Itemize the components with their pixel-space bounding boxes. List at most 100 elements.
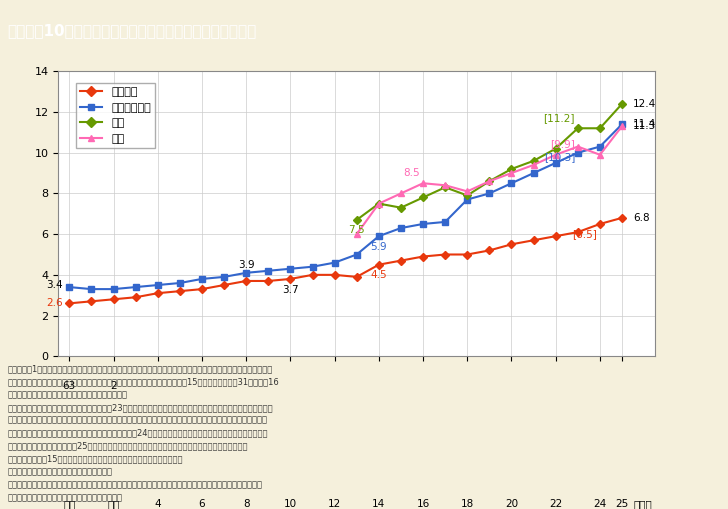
Text: 12.4: 12.4 — [633, 99, 657, 109]
政令指定都市 — [242, 270, 250, 276]
町村 — [352, 231, 361, 237]
町村 — [485, 178, 494, 184]
都道府県 — [197, 286, 206, 292]
政令指定都市 — [109, 286, 118, 292]
都道府県 — [65, 300, 74, 306]
町村 — [374, 201, 383, 207]
政令指定都市 — [419, 221, 427, 227]
町村 — [551, 152, 560, 158]
Text: ２．東日本大震災の影響により，平成23年の数値には，岩手県の一部（花巻市，陸前高田市，釜石市，大槌: ２．東日本大震災の影響により，平成23年の数値には，岩手県の一部（花巻市，陸前高… — [7, 403, 273, 412]
政令指定都市 — [87, 286, 96, 292]
政令指定都市 — [529, 170, 538, 176]
Text: 10: 10 — [284, 499, 297, 509]
Text: 8.5: 8.5 — [403, 167, 420, 178]
政令指定都市 — [331, 260, 339, 266]
町村 — [529, 162, 538, 168]
Text: 2: 2 — [110, 381, 116, 391]
都道府県 — [131, 294, 140, 300]
Text: 7.5: 7.5 — [349, 225, 365, 236]
政令指定都市 — [197, 276, 206, 282]
市区 — [596, 125, 604, 131]
政令指定都市 — [551, 160, 560, 166]
Text: 6.8: 6.8 — [633, 213, 650, 223]
政令指定都市 — [220, 274, 229, 280]
市区 — [352, 217, 361, 223]
都道府県 — [463, 251, 472, 258]
Line: 町村: 町村 — [354, 124, 625, 237]
町村 — [574, 144, 582, 150]
Text: （備考）　1．平成５年までは厚生労働省資料（各年６月１日現在）．６年からは内閣府「地方公共団体における男女: （備考） 1．平成５年までは厚生労働省資料（各年６月１日現在）．６年からは内閣府… — [7, 364, 272, 373]
市区 — [574, 125, 582, 131]
都道府県 — [331, 272, 339, 278]
市区 — [529, 158, 538, 164]
都道府県 — [87, 298, 96, 304]
都道府県 — [485, 247, 494, 253]
市区 — [397, 205, 405, 211]
Text: １－１－10図　地方公務員管理職に占める女性割合の推移: １－１－10図 地方公務員管理職に占める女性割合の推移 — [7, 23, 256, 38]
政令指定都市 — [352, 251, 361, 258]
政令指定都市 — [308, 264, 317, 270]
町村 — [507, 170, 516, 176]
Text: 5.9: 5.9 — [371, 242, 387, 252]
都道府県 — [507, 241, 516, 247]
Text: 3.7: 3.7 — [282, 285, 298, 295]
Text: 4.5: 4.5 — [371, 270, 387, 280]
Text: 村，飯舘村）が，25年の数値には，福島県の一部（浪江町）が，それぞれ含まれていない。: 村，飯舘村）が，25年の数値には，福島県の一部（浪江町）が，それぞれ含まれていな… — [7, 442, 248, 451]
政令指定都市 — [440, 219, 449, 225]
Legend: 都道府県, 政令指定都市, 市区, 町村: 都道府県, 政令指定都市, 市区, 町村 — [76, 82, 156, 148]
Text: ４．市区には，政令指定都市を含む。: ４．市区には，政令指定都市を含む。 — [7, 468, 112, 477]
政令指定都市 — [65, 284, 74, 290]
都道府県 — [242, 278, 250, 284]
Text: 共同参画社会の形成又は女性に関する施策の推進状況」より作成。15年までは各年３月31日現在，16: 共同参画社会の形成又は女性に関する施策の推進状況」より作成。15年までは各年３月… — [7, 377, 279, 386]
Text: [9.9]: [9.9] — [550, 139, 575, 149]
都道府県 — [352, 274, 361, 280]
Line: 政令指定都市: 政令指定都市 — [66, 122, 625, 292]
政令指定都市 — [617, 121, 626, 127]
Text: 22: 22 — [549, 499, 562, 509]
政令指定都市 — [397, 225, 405, 231]
Text: 12: 12 — [328, 499, 341, 509]
Text: ３．平成15年までは都道府県によっては警察本部を含めていない。: ３．平成15年までは都道府県によっては警察本部を含めていない。 — [7, 455, 183, 464]
政令指定都市 — [175, 280, 184, 286]
都道府県 — [529, 237, 538, 243]
Text: 11.4: 11.4 — [633, 119, 657, 129]
市区 — [419, 194, 427, 201]
Text: 2.6: 2.6 — [46, 298, 63, 308]
町村 — [419, 180, 427, 186]
都道府県 — [551, 233, 560, 239]
政令指定都市 — [507, 180, 516, 186]
都道府県 — [440, 251, 449, 258]
政令指定都市 — [574, 150, 582, 156]
市区 — [463, 192, 472, 199]
都道府県 — [596, 221, 604, 227]
Text: 6: 6 — [199, 499, 205, 509]
都道府県 — [617, 215, 626, 221]
市区 — [507, 166, 516, 172]
政令指定都市 — [485, 190, 494, 196]
市区 — [617, 101, 626, 107]
市区 — [485, 178, 494, 184]
Text: 16: 16 — [416, 499, 430, 509]
Text: 24: 24 — [593, 499, 606, 509]
都道府県 — [286, 276, 295, 282]
Text: 3.4: 3.4 — [46, 280, 63, 290]
市区 — [374, 201, 383, 207]
Text: 年以降は原則として各年４月１日現在。: 年以降は原則として各年４月１日現在。 — [7, 390, 127, 399]
町村 — [397, 190, 405, 196]
Line: 市区: 市区 — [354, 101, 625, 222]
Text: 長相当職以上に該当する役職を指す。: 長相当職以上に該当する役職を指す。 — [7, 494, 122, 503]
Text: 昭和: 昭和 — [63, 499, 76, 509]
Text: 14: 14 — [372, 499, 385, 509]
Text: 8: 8 — [243, 499, 250, 509]
政令指定都市 — [374, 233, 383, 239]
都道府県 — [175, 288, 184, 294]
Text: 25: 25 — [615, 499, 629, 509]
政令指定都市 — [463, 196, 472, 203]
政令指定都市 — [154, 282, 162, 288]
町村 — [463, 188, 472, 194]
都道府県 — [374, 262, 383, 268]
政令指定都市 — [286, 266, 295, 272]
政令指定都市 — [131, 284, 140, 290]
町村 — [617, 123, 626, 129]
Text: 18: 18 — [461, 499, 474, 509]
